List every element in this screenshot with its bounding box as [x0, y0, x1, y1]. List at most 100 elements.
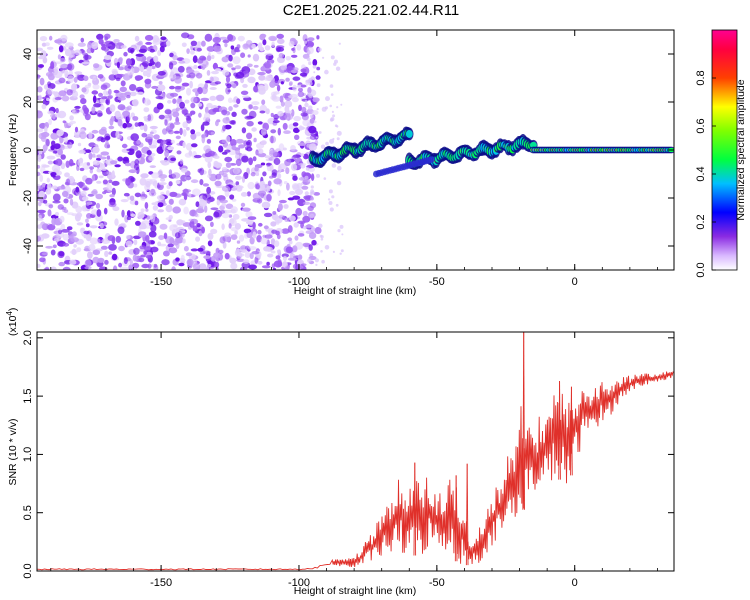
- noise-speckle: [231, 198, 237, 202]
- noise-speckle: [121, 209, 125, 218]
- noise-speckle: [277, 165, 282, 173]
- noise-speckle: [133, 183, 138, 188]
- noise-speckle: [139, 245, 146, 250]
- noise-speckle: [330, 55, 335, 60]
- noise-speckle: [129, 195, 135, 201]
- noise-speckle: [100, 151, 110, 156]
- noise-speckle: [102, 160, 108, 164]
- noise-speckle: [284, 113, 294, 121]
- noise-speckle: [62, 266, 71, 270]
- noise-speckle: [196, 208, 205, 214]
- noise-speckle: [45, 138, 50, 147]
- noise-speckle: [247, 63, 253, 68]
- noise-speckle: [138, 48, 147, 53]
- noise-speckle: [202, 183, 209, 187]
- noise-speckle: [232, 167, 241, 175]
- noise-speckle: [183, 245, 189, 252]
- noise-speckle: [338, 42, 341, 45]
- noise-speckle: [308, 81, 313, 86]
- noise-speckle: [296, 44, 302, 51]
- noise-speckle: [104, 250, 109, 258]
- noise-speckle: [195, 72, 203, 79]
- noise-speckle: [282, 255, 288, 262]
- noise-speckle: [289, 190, 296, 196]
- noise-speckle: [170, 67, 179, 75]
- noise-speckle: [71, 90, 79, 98]
- noise-speckle: [123, 192, 130, 197]
- noise-speckle: [241, 218, 250, 222]
- noise-speckle: [39, 257, 46, 263]
- noise-speckle: [37, 263, 41, 268]
- noise-speckle: [285, 77, 290, 82]
- noise-speckle: [305, 230, 314, 235]
- noise-speckle: [120, 199, 129, 203]
- noise-speckle: [311, 239, 317, 246]
- noise-speckle: [206, 260, 214, 264]
- noise-speckle: [252, 53, 260, 62]
- noise-speckle: [195, 131, 201, 137]
- noise-speckle: [210, 228, 218, 235]
- noise-speckle: [50, 144, 55, 151]
- noise-speckle: [331, 163, 337, 168]
- signal-track-mid: [405, 130, 413, 138]
- noise-speckle: [280, 64, 287, 71]
- noise-speckle: [301, 185, 309, 190]
- noise-speckle: [195, 236, 201, 242]
- noise-speckle: [241, 95, 250, 99]
- x-tick-label: 0: [572, 276, 578, 288]
- noise-speckle: [310, 196, 314, 201]
- noise-speckle: [302, 201, 311, 205]
- noise-speckle: [172, 55, 178, 61]
- colorbar-tick-label: 0.0: [695, 262, 707, 277]
- noise-speckle: [208, 168, 212, 176]
- noise-speckle: [137, 121, 145, 127]
- noise-speckle: [42, 56, 48, 64]
- noise-speckle: [277, 173, 282, 179]
- noise-speckle: [202, 193, 212, 201]
- noise-speckle: [268, 35, 277, 42]
- noise-speckle: [200, 97, 210, 102]
- noise-speckle: [146, 254, 152, 259]
- x-tick-label: -50: [429, 276, 445, 288]
- noise-speckle: [130, 133, 139, 142]
- noise-speckle: [180, 254, 185, 261]
- noise-speckle: [64, 42, 74, 48]
- noise-speckle: [92, 76, 97, 81]
- noise-speckle: [119, 266, 129, 270]
- noise-speckle: [336, 125, 339, 128]
- noise-speckle: [108, 88, 112, 96]
- noise-speckle: [149, 165, 156, 169]
- noise-speckle: [236, 44, 241, 49]
- noise-speckle: [176, 219, 184, 226]
- noise-speckle: [73, 244, 77, 248]
- noise-speckle: [141, 263, 150, 269]
- noise-speckle: [37, 47, 43, 52]
- noise-speckle: [161, 160, 170, 166]
- noise-speckle: [170, 139, 175, 144]
- noise-speckle: [146, 73, 151, 78]
- noise-speckle: [37, 235, 42, 242]
- noise-speckle: [287, 95, 294, 98]
- noise-speckle: [81, 61, 90, 65]
- noise-speckle: [152, 205, 159, 211]
- noise-speckle: [188, 150, 193, 156]
- noise-speckle: [325, 96, 330, 102]
- noise-speckle: [292, 184, 300, 191]
- noise-speckle: [284, 217, 290, 222]
- noise-speckle: [41, 103, 47, 110]
- colorbar: 0.0 0.2 0.4 0.6 0.8 Normalized spectral ampl…: [695, 29, 747, 278]
- noise-speckle: [168, 198, 174, 205]
- noise-speckle: [38, 190, 45, 198]
- noise-speckle: [190, 110, 196, 115]
- noise-speckle: [134, 159, 140, 166]
- noise-speckle: [271, 96, 281, 102]
- noise-speckle: [336, 106, 339, 109]
- noise-speckle: [267, 180, 272, 187]
- noise-speckle: [224, 42, 228, 48]
- noise-speckle: [233, 49, 241, 53]
- noise-speckle: [306, 143, 311, 148]
- noise-speckle: [286, 110, 293, 114]
- noise-speckle: [182, 188, 189, 197]
- noise-speckle: [108, 74, 117, 81]
- noise-speckle: [37, 209, 46, 214]
